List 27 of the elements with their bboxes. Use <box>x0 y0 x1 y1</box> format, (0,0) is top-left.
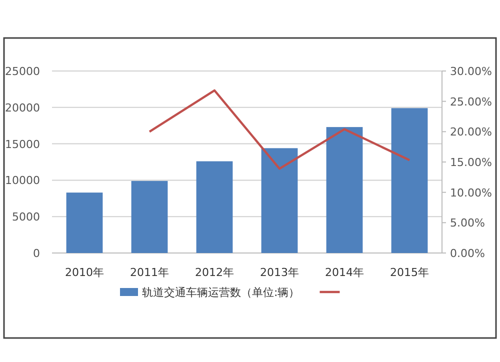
bar <box>261 148 298 253</box>
y-tick-label: 10000 <box>5 174 40 188</box>
x-tick-label: 2013年 <box>260 266 299 279</box>
y2-tick-label: 0.00% <box>450 247 485 260</box>
x-tick-label: 2014年 <box>325 266 364 279</box>
y-tick-label: 25000 <box>5 65 40 78</box>
y2-tick-label: 10.00% <box>450 186 492 200</box>
y-tick-label: 0 <box>33 247 40 260</box>
x-tick-label: 2015年 <box>390 266 429 279</box>
y2-tick-label: 25.00% <box>450 95 492 108</box>
y-tick-label: 15000 <box>5 138 40 151</box>
y2-tick-label: 30.00% <box>450 65 492 78</box>
bar <box>326 127 363 253</box>
bar <box>391 108 428 253</box>
bar <box>66 192 103 253</box>
legend-label: 轨道交通车辆运营数（单位:辆） <box>142 286 300 299</box>
y2-tick-label: 15.00% <box>450 156 492 169</box>
line-series <box>148 89 411 170</box>
x-tick-label: 2012年 <box>195 266 234 279</box>
y2-tick-label: 20.00% <box>450 126 492 139</box>
y-tick-label: 20000 <box>5 101 40 114</box>
bar <box>131 180 168 253</box>
y2-tick-label: 5.00% <box>450 216 485 230</box>
x-tick-label: 2010年 <box>65 266 104 279</box>
x-tick-label: 2011年 <box>130 266 169 279</box>
bar <box>196 161 233 253</box>
y-tick-label: 5000 <box>12 210 40 224</box>
